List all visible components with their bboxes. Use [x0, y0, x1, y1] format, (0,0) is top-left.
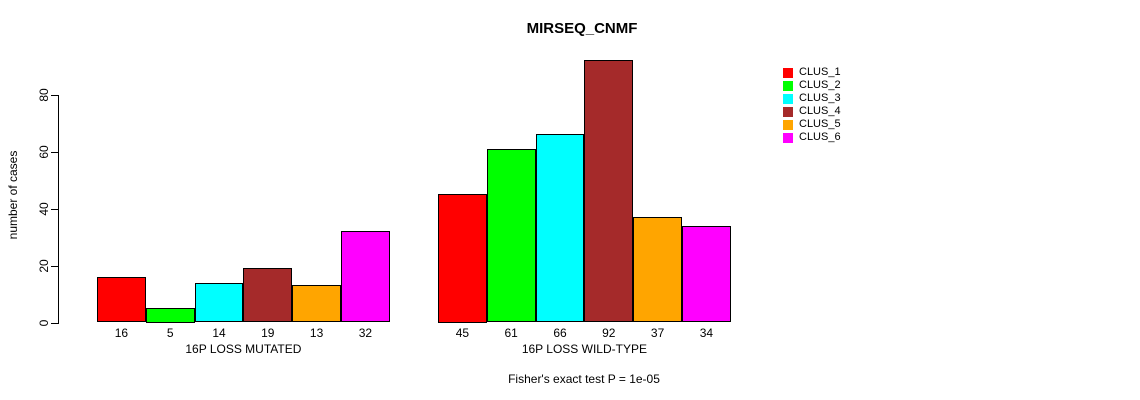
legend-entry-clus_5: CLUS_5: [783, 118, 841, 131]
y-axis-line: [58, 94, 59, 324]
legend-label: CLUS_5: [799, 118, 841, 130]
bar-clus_1: [438, 194, 487, 323]
bar-value-label: 61: [504, 326, 518, 340]
y-tick: [51, 151, 58, 153]
y-tick: [51, 94, 58, 96]
legend-swatch: [783, 67, 793, 78]
y-tick-label: 60: [37, 144, 51, 159]
bar-clus_5: [292, 285, 341, 323]
bar-clus_5: [633, 217, 682, 323]
bar-value-label: 13: [309, 326, 324, 340]
legend-label: CLUS_2: [799, 79, 841, 91]
bar-clus_4: [243, 268, 293, 323]
bar-value-label: 16: [114, 326, 129, 340]
bar-value-label: 14: [212, 326, 226, 340]
legend-label: CLUS_3: [799, 92, 841, 104]
annotation-text: Fisher's exact test P = 1e-05: [508, 372, 660, 386]
y-tick-label: 20: [37, 258, 51, 273]
legend-label: CLUS_1: [799, 66, 841, 78]
legend-entry-clus_4: CLUS_4: [783, 105, 841, 118]
y-tick-label: 40: [37, 201, 51, 216]
chart-title: MIRSEQ_CNMF: [526, 20, 638, 37]
bar-clus_6: [682, 225, 731, 323]
legend-entry-clus_6: CLUS_6: [783, 131, 841, 144]
bar-value-label: 66: [553, 326, 567, 340]
legend-swatch: [783, 132, 793, 143]
bar-value-label: 32: [358, 326, 373, 340]
group-label: 16P LOSS MUTATED: [185, 342, 302, 356]
bar-clus_6: [341, 231, 390, 323]
bar-value-label: 34: [699, 326, 714, 340]
bar-value-label: 37: [650, 326, 665, 340]
legend-entry-clus_2: CLUS_2: [783, 79, 841, 92]
bar-value-label: 5: [166, 326, 174, 340]
legend-label: CLUS_6: [799, 131, 841, 143]
legend-swatch: [783, 106, 793, 117]
bar-value-label: 19: [261, 326, 275, 340]
y-tick: [51, 208, 58, 210]
legend-entry-clus_3: CLUS_3: [783, 92, 841, 105]
bar-value-label: 45: [455, 326, 470, 340]
y-tick: [51, 265, 58, 267]
legend-swatch: [783, 80, 793, 91]
y-tick: [51, 322, 58, 324]
bar-clus_1: [97, 276, 146, 323]
bar-clus_3: [194, 282, 244, 323]
legend-swatch: [783, 93, 793, 104]
legend-label: CLUS_4: [799, 105, 841, 117]
bar-clus_4: [584, 60, 634, 323]
y-axis-label: number of cases: [6, 150, 20, 240]
bar-clus_3: [535, 134, 585, 323]
legend: CLUS_1 CLUS_2 CLUS_3 CLUS_4 CLUS_5 CLUS_6: [783, 66, 841, 144]
legend-entry-clus_1: CLUS_1: [783, 66, 841, 79]
y-tick-label: 0: [37, 319, 51, 326]
bar-clus_2: [486, 148, 536, 323]
bar-value-label: 92: [602, 326, 616, 340]
group-label: 16P LOSS WILD-TYPE: [521, 342, 647, 356]
y-tick-label: 80: [37, 87, 51, 102]
bar-clus_2: [145, 308, 195, 323]
legend-swatch: [783, 119, 793, 130]
